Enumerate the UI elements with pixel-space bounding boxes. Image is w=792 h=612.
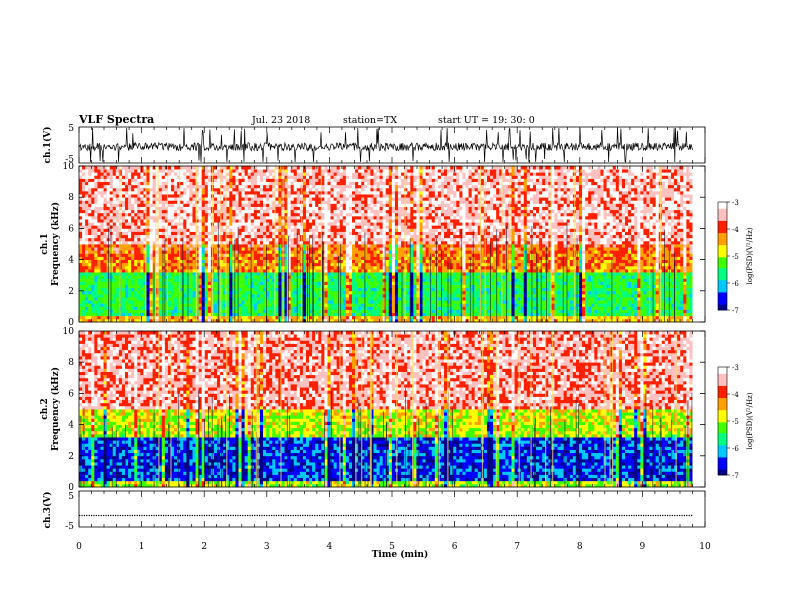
ch1-freq-axis-label: Frequency (kHz) [50, 202, 61, 286]
ch2-spectrogram-heatmap [79, 331, 705, 488]
ch1-spectrogram-heatmap [79, 166, 705, 323]
freq-tick-label: 10 [63, 327, 75, 337]
freq-tick-label: 6 [68, 224, 74, 234]
colorbar-label: log(PSD)(V²/Hz) [746, 392, 754, 449]
ch1-spec-channel-label: ch.1 [40, 233, 50, 254]
ch2-freq-axis-label: Frequency (kHz) [50, 367, 61, 451]
colorbar-tick-label: -7 [732, 472, 739, 480]
ch1-ytick-top: 5 [68, 124, 74, 134]
colorbar-tick-label: -7 [732, 307, 739, 315]
time-tick-label: 6 [452, 542, 458, 552]
freq-tick-label: 0 [68, 483, 74, 493]
time-axis-label: Time (min) [372, 549, 429, 560]
date-label: Jul. 23 2018 [251, 115, 310, 126]
colorbar-tick-label: -3 [732, 364, 739, 372]
ch3-ytick-top: 5 [68, 492, 74, 502]
time-tick-label: 0 [76, 542, 82, 552]
time-tick-label: 1 [139, 542, 145, 552]
colorbar-label: log(PSD)(V²/Hz) [746, 227, 754, 284]
colorbar-tick-label: -5 [732, 418, 739, 426]
time-tick-label: 4 [327, 542, 333, 552]
freq-tick-label: 6 [68, 389, 74, 399]
ch2-spectrogram-panel: 0 2 4 6 8 10 ch.2 Frequency (kHz) [40, 327, 706, 493]
time-tick-label: 9 [640, 542, 646, 552]
ch1-ytick-bottom: -5 [65, 155, 74, 165]
colorbar-tick-label: -6 [732, 280, 739, 288]
colorbar-tick-label: -4 [732, 226, 739, 234]
ch2-colorbar: -3 -4 -5 -6 -7 log(PSD)(V²/Hz) [717, 364, 754, 480]
colorbar-tick-label: -5 [732, 253, 739, 261]
figure-title: VLF Spectra [78, 113, 154, 126]
colorbar-tick-label: -3 [732, 199, 739, 207]
freq-tick-label: 0 [68, 318, 74, 328]
ch1-ylabel: ch.1(V) [42, 127, 53, 164]
freq-tick-label: 2 [68, 452, 74, 462]
time-axis-ticks: 0 1 2 3 4 5 6 7 8 9 10 [76, 127, 711, 552]
freq-tick-label: 8 [68, 193, 74, 203]
colorbar-tick-label: -4 [732, 391, 739, 399]
ch1-colorbar: -3 -4 -5 -6 -7 log(PSD)(V²/Hz) [717, 199, 754, 315]
ch3-ytick-bottom: -5 [65, 522, 74, 532]
colorbar-tick-label: -6 [732, 445, 739, 453]
freq-tick-label: 4 [68, 256, 74, 266]
ch1-waveform-trace [78, 127, 693, 163]
time-tick-label: 3 [264, 542, 270, 552]
time-tick-label: 7 [514, 542, 520, 552]
freq-tick-label: 10 [63, 162, 75, 172]
time-tick-label: 5 [389, 542, 395, 552]
freq-tick-label: 8 [68, 358, 74, 368]
time-tick-label: 8 [577, 542, 583, 552]
ch2-spec-channel-label: ch.2 [40, 398, 50, 419]
ch3-ylabel: ch.3(V) [42, 492, 53, 529]
ch1-spectrogram-panel: 0 2 4 6 8 10 ch.1 Frequency (kHz) [40, 162, 706, 328]
time-tick-label: 10 [699, 542, 711, 552]
ch1-waveform-line [78, 127, 693, 163]
freq-tick-label: 2 [68, 287, 74, 297]
freq-tick-label: 4 [68, 421, 74, 431]
station-label: station=TX [343, 115, 397, 126]
start-ut-label: start UT = 19: 30: 0 [438, 115, 535, 126]
ch1-freq-ticks: 0 2 4 6 8 10 [63, 162, 705, 328]
time-tick-label: 2 [201, 542, 207, 552]
ch2-freq-ticks: 0 2 4 6 8 10 [63, 327, 705, 493]
